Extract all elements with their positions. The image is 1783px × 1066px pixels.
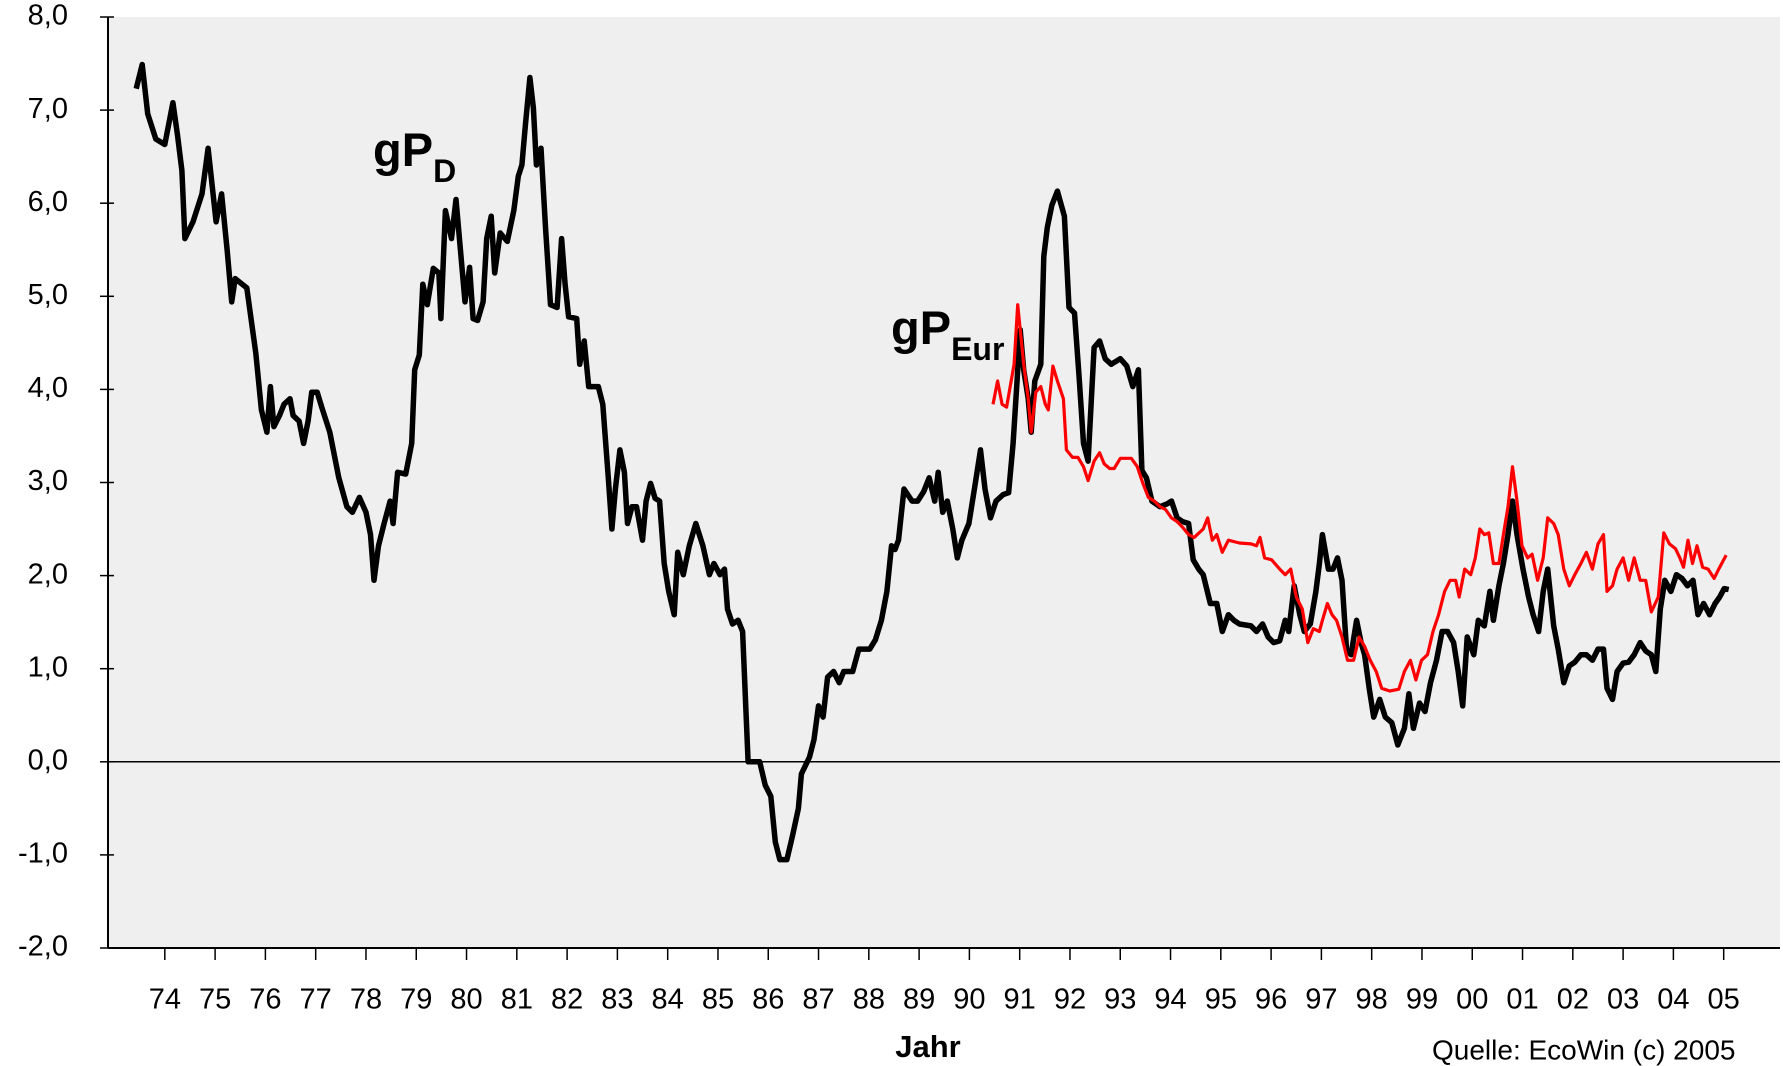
annotation-subscript: Eur (951, 331, 1004, 367)
y-tick-label: 8,0 (28, 0, 68, 32)
x-tick-label: 77 (300, 984, 332, 1016)
annotation: gPD (373, 123, 456, 189)
x-tick-label: 76 (249, 984, 281, 1016)
x-tick-label: 97 (1305, 984, 1337, 1016)
y-tick-label: 6,0 (28, 186, 68, 218)
x-tick-label: 74 (149, 984, 181, 1016)
annotation-text: gP (373, 123, 433, 176)
y-tick-label: -2,0 (18, 931, 68, 963)
x-tick-label: 93 (1104, 984, 1136, 1016)
x-tick-label: 96 (1255, 984, 1287, 1016)
x-tick-label: 99 (1406, 984, 1438, 1016)
x-tick-label: 78 (350, 984, 382, 1016)
x-tick-label: 02 (1557, 984, 1589, 1016)
annotation-subscript: D (433, 153, 456, 189)
annotation-text: gP (891, 301, 951, 354)
x-tick-label: 79 (400, 984, 432, 1016)
series-line (991, 303, 1728, 693)
x-tick-label: 86 (752, 984, 784, 1016)
x-tick-label: 01 (1506, 984, 1538, 1016)
y-tick-label: -1,0 (18, 838, 68, 870)
x-tick-label: 95 (1205, 984, 1237, 1016)
x-tick-label: 00 (1456, 984, 1488, 1016)
x-tick-label: 94 (1154, 984, 1186, 1016)
x-tick-label: 91 (1004, 984, 1036, 1016)
y-tick-label: 2,0 (28, 558, 68, 590)
x-tick-label: 89 (903, 984, 935, 1016)
x-tick-label: 80 (450, 984, 482, 1016)
y-tick-label: 5,0 (28, 279, 68, 311)
x-tick-label: 81 (501, 984, 533, 1016)
y-tick-label: 1,0 (28, 651, 68, 683)
x-tick-label: 92 (1054, 984, 1086, 1016)
x-tick-label: 82 (551, 984, 583, 1016)
y-tick-label: 4,0 (28, 372, 68, 404)
y-tick-label: 0,0 (28, 744, 68, 776)
x-tick-label: 83 (601, 984, 633, 1016)
x-tick-label: 84 (652, 984, 684, 1016)
source-note: Quelle: EcoWin (c) 2005 (1432, 1034, 1735, 1065)
x-tick-label: 90 (953, 984, 985, 1016)
x-tick-label: 05 (1708, 984, 1740, 1016)
plot-area (108, 17, 1780, 948)
x-tick-label: 88 (853, 984, 885, 1016)
x-axis-label: Jahr (895, 1029, 960, 1064)
x-tick-label: 87 (802, 984, 834, 1016)
x-tick-label: 03 (1607, 984, 1639, 1016)
x-tick-label: 85 (702, 984, 734, 1016)
x-tick-label: 75 (199, 984, 231, 1016)
y-tick-label: 7,0 (28, 93, 68, 125)
series-line (133, 61, 1730, 863)
y-tick-label: 3,0 (28, 465, 68, 497)
annotation: gPEur (891, 301, 1004, 367)
x-tick-label: 98 (1356, 984, 1388, 1016)
x-tick-label: 04 (1657, 984, 1689, 1016)
